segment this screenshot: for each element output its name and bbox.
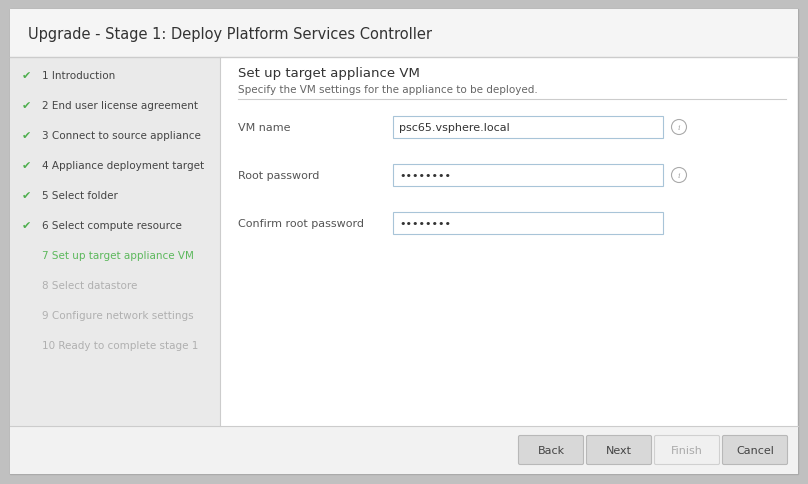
Text: Upgrade - Stage 1: Deploy Platform Services Controller: Upgrade - Stage 1: Deploy Platform Servi…	[28, 27, 432, 42]
FancyBboxPatch shape	[587, 436, 651, 465]
Text: ••••••••: ••••••••	[399, 171, 451, 181]
Text: ✔: ✔	[21, 101, 31, 111]
FancyBboxPatch shape	[654, 436, 719, 465]
Text: ✔: ✔	[21, 221, 31, 230]
FancyBboxPatch shape	[519, 436, 583, 465]
Text: psc65.vsphere.local: psc65.vsphere.local	[399, 123, 510, 133]
Text: 3 Connect to source appliance: 3 Connect to source appliance	[42, 131, 201, 141]
Text: Back: Back	[537, 445, 565, 455]
Text: Specify the VM settings for the appliance to be deployed.: Specify the VM settings for the applianc…	[238, 85, 538, 95]
Text: Root password: Root password	[238, 171, 319, 181]
Text: 9 Configure network settings: 9 Configure network settings	[42, 310, 194, 320]
Text: 5 Select folder: 5 Select folder	[42, 191, 118, 200]
Text: i: i	[678, 172, 680, 180]
Text: Confirm root password: Confirm root password	[238, 219, 364, 228]
Text: 1 Introduction: 1 Introduction	[42, 71, 116, 81]
Text: 7 Set up target appliance VM: 7 Set up target appliance VM	[42, 251, 194, 260]
Text: ✔: ✔	[21, 131, 31, 141]
Text: 10 Ready to complete stage 1: 10 Ready to complete stage 1	[42, 340, 199, 350]
Bar	[10, 426, 798, 474]
FancyBboxPatch shape	[10, 10, 798, 474]
Text: Next: Next	[606, 445, 632, 455]
Bar	[393, 212, 663, 235]
Bar	[10, 58, 220, 426]
Bar	[10, 10, 798, 58]
Text: Set up target appliance VM: Set up target appliance VM	[238, 67, 420, 80]
Bar	[393, 117, 663, 139]
Bar	[393, 165, 663, 187]
Text: 2 End user license agreement: 2 End user license agreement	[42, 101, 198, 111]
FancyBboxPatch shape	[722, 436, 788, 465]
Text: Finish: Finish	[671, 445, 703, 455]
Text: Cancel: Cancel	[736, 445, 774, 455]
Text: 6 Select compute resource: 6 Select compute resource	[42, 221, 182, 230]
Text: ✔: ✔	[21, 191, 31, 200]
Text: 8 Select datastore: 8 Select datastore	[42, 280, 137, 290]
Text: ✔: ✔	[21, 161, 31, 171]
Text: 4 Appliance deployment target: 4 Appliance deployment target	[42, 161, 204, 171]
Text: ✔: ✔	[21, 71, 31, 81]
Text: ••••••••: ••••••••	[399, 219, 451, 228]
Text: VM name: VM name	[238, 123, 291, 133]
Text: i: i	[678, 124, 680, 132]
